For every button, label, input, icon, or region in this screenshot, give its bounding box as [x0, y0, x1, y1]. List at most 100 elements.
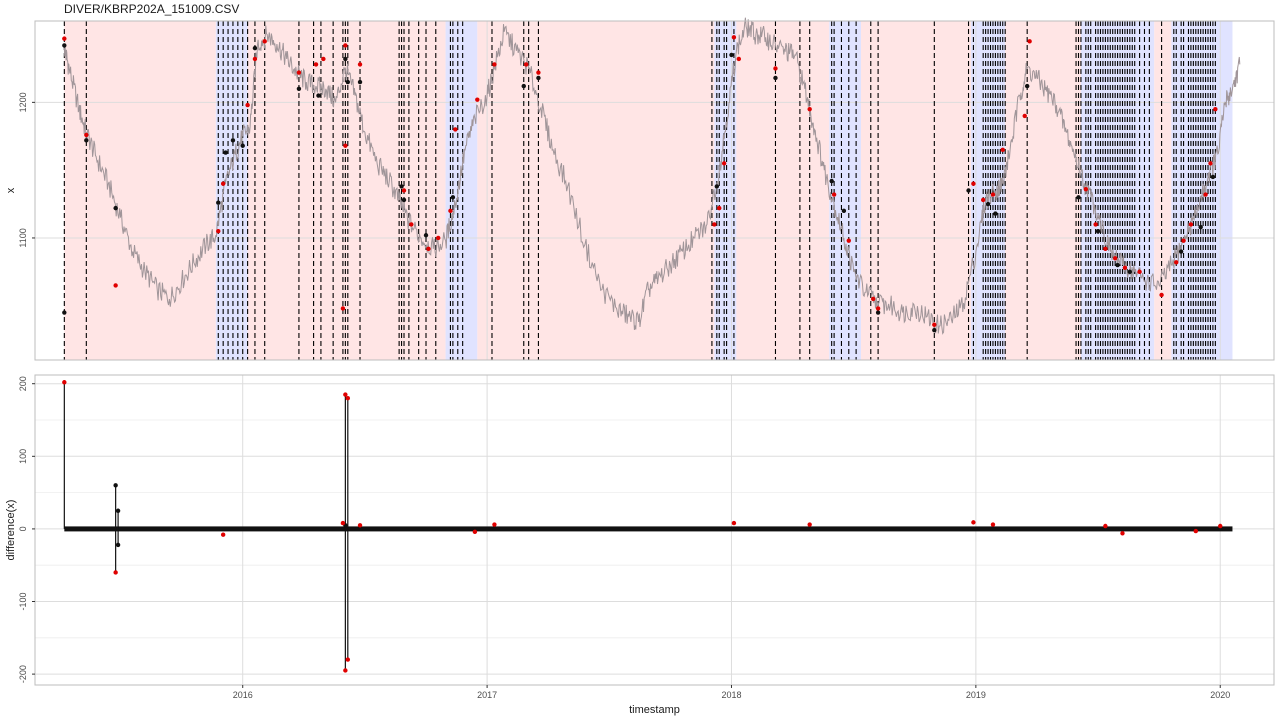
flagged-point [313, 62, 319, 67]
flagged-point [1159, 292, 1164, 298]
regime-band [1154, 21, 1172, 360]
y-tick-label: 1200 [18, 92, 28, 112]
bottom-points [62, 380, 1223, 673]
chart-title: DIVER/KBRP202A_151009.CSV [64, 2, 240, 16]
flagged-point [1188, 222, 1194, 227]
data-point [1076, 195, 1081, 200]
flagged-point [807, 522, 812, 527]
flagged-point [409, 222, 414, 227]
bottom-y-axis-title: difference(x) [5, 500, 17, 561]
y-tick-label: 1100 [18, 228, 28, 247]
flagged-point [1000, 147, 1005, 153]
flagged-point [990, 192, 996, 197]
data-point [62, 43, 67, 48]
data-point [252, 45, 258, 51]
regime-band [861, 21, 971, 360]
flagged-point [831, 192, 837, 197]
bottom-panel: -200 -100 0 100 200 2016 2017 2018 2019 2020 dif… [5, 374, 1275, 716]
data-point [230, 138, 236, 143]
flagged-point [1174, 260, 1179, 265]
flagged-point [1122, 265, 1128, 270]
flagged-point [773, 66, 778, 71]
y-tick-label: 0 [18, 526, 28, 531]
regime-band [477, 21, 715, 360]
flagged-point [1181, 238, 1186, 243]
regime-band [1171, 21, 1233, 360]
flagged-point [475, 97, 480, 102]
data-point [1210, 174, 1216, 180]
flagged-point [731, 520, 737, 526]
flagged-point [731, 35, 737, 40]
flagged-point [340, 520, 346, 526]
flagged-point [296, 70, 302, 75]
data-point [1198, 224, 1203, 230]
flagged-point [712, 222, 717, 227]
flagged-point [216, 228, 221, 234]
data-point [450, 195, 456, 200]
flagged-point [846, 238, 851, 243]
flagged-point [1208, 161, 1213, 166]
flagged-point [343, 143, 348, 148]
data-point [875, 310, 881, 315]
flagged-point [262, 39, 267, 44]
regime-band [736, 21, 830, 360]
x-tick-label: 2018 [721, 690, 741, 700]
flagged-point [1103, 246, 1108, 252]
x-tick-label: 2019 [966, 690, 986, 700]
top-y-axis-title: x [5, 187, 17, 193]
regime-band [1005, 21, 1081, 360]
flagged-point [524, 62, 529, 67]
flagged-point [436, 235, 441, 241]
flagged-point [492, 62, 497, 67]
flagged-point [1203, 192, 1208, 197]
flagged-point [980, 197, 986, 203]
y-tick-label: -200 [18, 665, 28, 683]
data-point [841, 208, 847, 214]
flagged-point [1137, 269, 1142, 275]
flagged-point [1112, 256, 1118, 261]
data-point [62, 310, 67, 315]
flagged-point [1083, 186, 1089, 192]
flagged-point [736, 56, 742, 62]
flagged-point [113, 283, 118, 288]
y-tick-label: -100 [18, 593, 28, 611]
data-point [714, 184, 720, 189]
flagged-point [1027, 39, 1032, 44]
flagged-point [1213, 106, 1218, 112]
data-point [932, 327, 937, 333]
regime-band [714, 21, 737, 360]
bottom-y-ticks: -200 -100 0 100 200 [18, 376, 35, 683]
data-point [113, 205, 118, 211]
flagged-point [252, 56, 258, 62]
x-tick-label: 2016 [233, 690, 253, 700]
x-axis-title: timestamp [629, 704, 680, 716]
flagged-point [453, 127, 458, 132]
flagged-point [721, 161, 727, 166]
data-point [357, 79, 363, 85]
flagged-point [345, 657, 351, 662]
top-panel: 1100 1200 x [5, 17, 1275, 361]
data-point [316, 93, 321, 98]
flagged-point [492, 522, 497, 527]
top-points [62, 35, 1218, 333]
x-tick-label: 2017 [477, 690, 497, 700]
data-point [296, 86, 302, 92]
flagged-point [245, 102, 250, 108]
flagged-point [871, 296, 876, 302]
flagged-point [220, 181, 226, 186]
bottom-panel-border [34, 374, 1275, 686]
data-point [1115, 262, 1120, 268]
flagged-point [113, 570, 118, 575]
flagged-point [62, 380, 67, 385]
flagged-point [343, 392, 348, 397]
regime-band [64, 21, 216, 360]
flagged-point [220, 532, 226, 537]
flagged-point [343, 668, 348, 673]
flagged-point [84, 132, 89, 138]
top-panel-regimes [35, 21, 1274, 360]
top-y-ticks: 1100 1200 [18, 92, 35, 248]
difference-baseline [64, 526, 1233, 532]
flagged-point [345, 396, 351, 401]
flagged-point [401, 188, 407, 193]
data-point [1024, 83, 1030, 89]
